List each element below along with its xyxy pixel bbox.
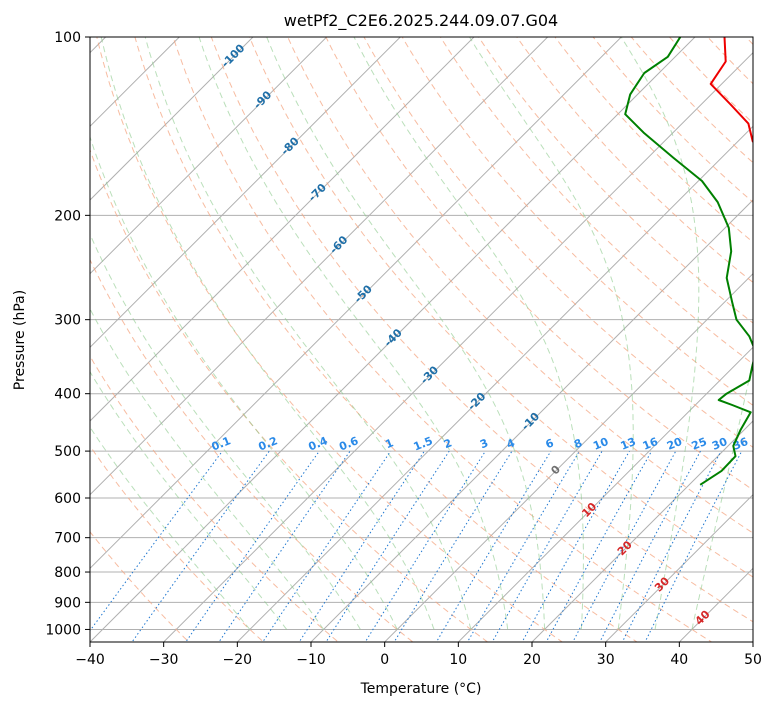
mixing-ratio-line [572,450,677,642]
mixing-ratio-line [298,450,425,642]
y-tick-label: 1000 [45,622,81,638]
mixing-ratio-line [262,450,392,642]
grid-lines [90,37,753,642]
isotherm-line [90,37,696,642]
moist-adiabat [144,37,472,630]
x-tick-label: 40 [670,652,688,668]
mixing-ratio-label: 1 [383,436,395,451]
mixing-ratio-line [393,450,513,642]
y-tick-label: 800 [54,565,81,581]
isotherm-line [90,37,181,128]
temperature-line [709,37,753,144]
isotherm-line [90,37,549,496]
dry-adiabat [90,258,414,642]
mixing-ratio-label: 13 [619,435,638,453]
mixing-ratio-label: 20 [665,435,684,453]
y-tick-label: 200 [54,208,81,224]
dry-adiabat [134,37,638,642]
y-tick-label: 700 [54,531,81,547]
mixing-ratio-line [325,450,450,642]
mixing-ratio-label: 30 [710,435,729,453]
isotherm-line [162,51,753,642]
dry-adiabat [287,37,753,534]
x-tick-label: 0 [380,652,389,668]
mixing-ratio-line [491,450,603,642]
x-tick-label: −20 [223,652,253,668]
moist-adiabat [90,135,398,630]
x-tick-label: −30 [149,652,179,668]
moist-adiabat [353,37,584,630]
y-tick-label: 900 [54,595,81,611]
isotherm-line [310,199,753,642]
chart-title: wetPf2_C2E6.2025.244.09.07.G04 [284,11,558,31]
x-tick-label: 10 [449,652,467,668]
isotherm-line [457,346,753,642]
dry-adiabat [90,355,339,642]
isotherm-line [604,493,753,642]
dry-adiabat [90,531,190,642]
dry-adiabat [90,445,265,642]
mixing-ratio-line [545,450,653,642]
moist-adiabat [469,37,634,630]
y-tick-label: 500 [54,444,81,460]
dry-adiabat [248,37,753,578]
isotherm-line [90,37,475,422]
mixing-ratio-line [466,450,580,642]
x-tick-label: 50 [744,652,762,668]
x-tick-label: −10 [296,652,326,668]
dry-adiabat [172,37,713,642]
moist-adiabat [100,37,435,630]
isotherm-line [90,37,254,201]
mixing-ratio-label: 3 [478,436,490,451]
dry-adiabat [90,148,489,642]
moist-adiabat [198,37,509,630]
y-tick-label: 100 [54,30,81,46]
mixing-ratio-line [131,450,270,642]
dry-adiabat [96,37,564,642]
moist-adiabat [691,358,753,630]
isotherm-line [90,37,623,570]
x-tick-label: 30 [597,652,615,668]
mixing-ratio-line [435,450,552,642]
y-tick-label: 300 [54,313,81,329]
y-axis-label: Pressure (hPa) [12,290,28,390]
moist-adiabat [90,370,288,630]
sounding-profiles [624,37,753,486]
y-tick-label: 400 [54,387,81,403]
mixing-ratio-line [599,450,701,642]
isotherm-line [236,125,753,642]
dry-adiabat [325,37,753,491]
y-tick-label: 600 [54,491,81,507]
mixing-ratio-label: 16 [641,435,660,453]
isotherm-line [90,37,328,275]
isotherm-line [90,37,402,349]
moist-adiabat [90,308,325,630]
isotherm-line [531,420,753,642]
mixing-ratio-line [364,450,486,642]
plot-frame [89,36,754,643]
dry-adiabat [210,37,753,623]
mixing-ratio-label: 25 [690,435,709,453]
isotherm-line [383,272,753,642]
mixing-ratio-line [218,450,351,642]
x-axis-label: Temperature (°C) [360,681,482,697]
dry-adiabat [516,37,753,284]
mixing-ratio-label: 10 [591,435,610,453]
axis-ticks: −40 −30 −20 −10 0 10 20 30 40 50 1000 900 800 700 600 5… [45,30,762,668]
x-tick-label: −40 [75,652,105,668]
mixing-ratio-label: 8 [572,436,584,451]
mixing-ratio-label: 2 [442,436,454,451]
moist-adiabat [266,37,546,630]
dewpoint-line [624,37,753,486]
dry-adiabat [401,37,753,406]
moist-adiabat [90,426,251,630]
moist-adiabat [620,37,700,630]
moist-adiabat [90,232,361,630]
dry-adiabat [363,37,753,448]
x-tick-label: 20 [523,652,541,668]
